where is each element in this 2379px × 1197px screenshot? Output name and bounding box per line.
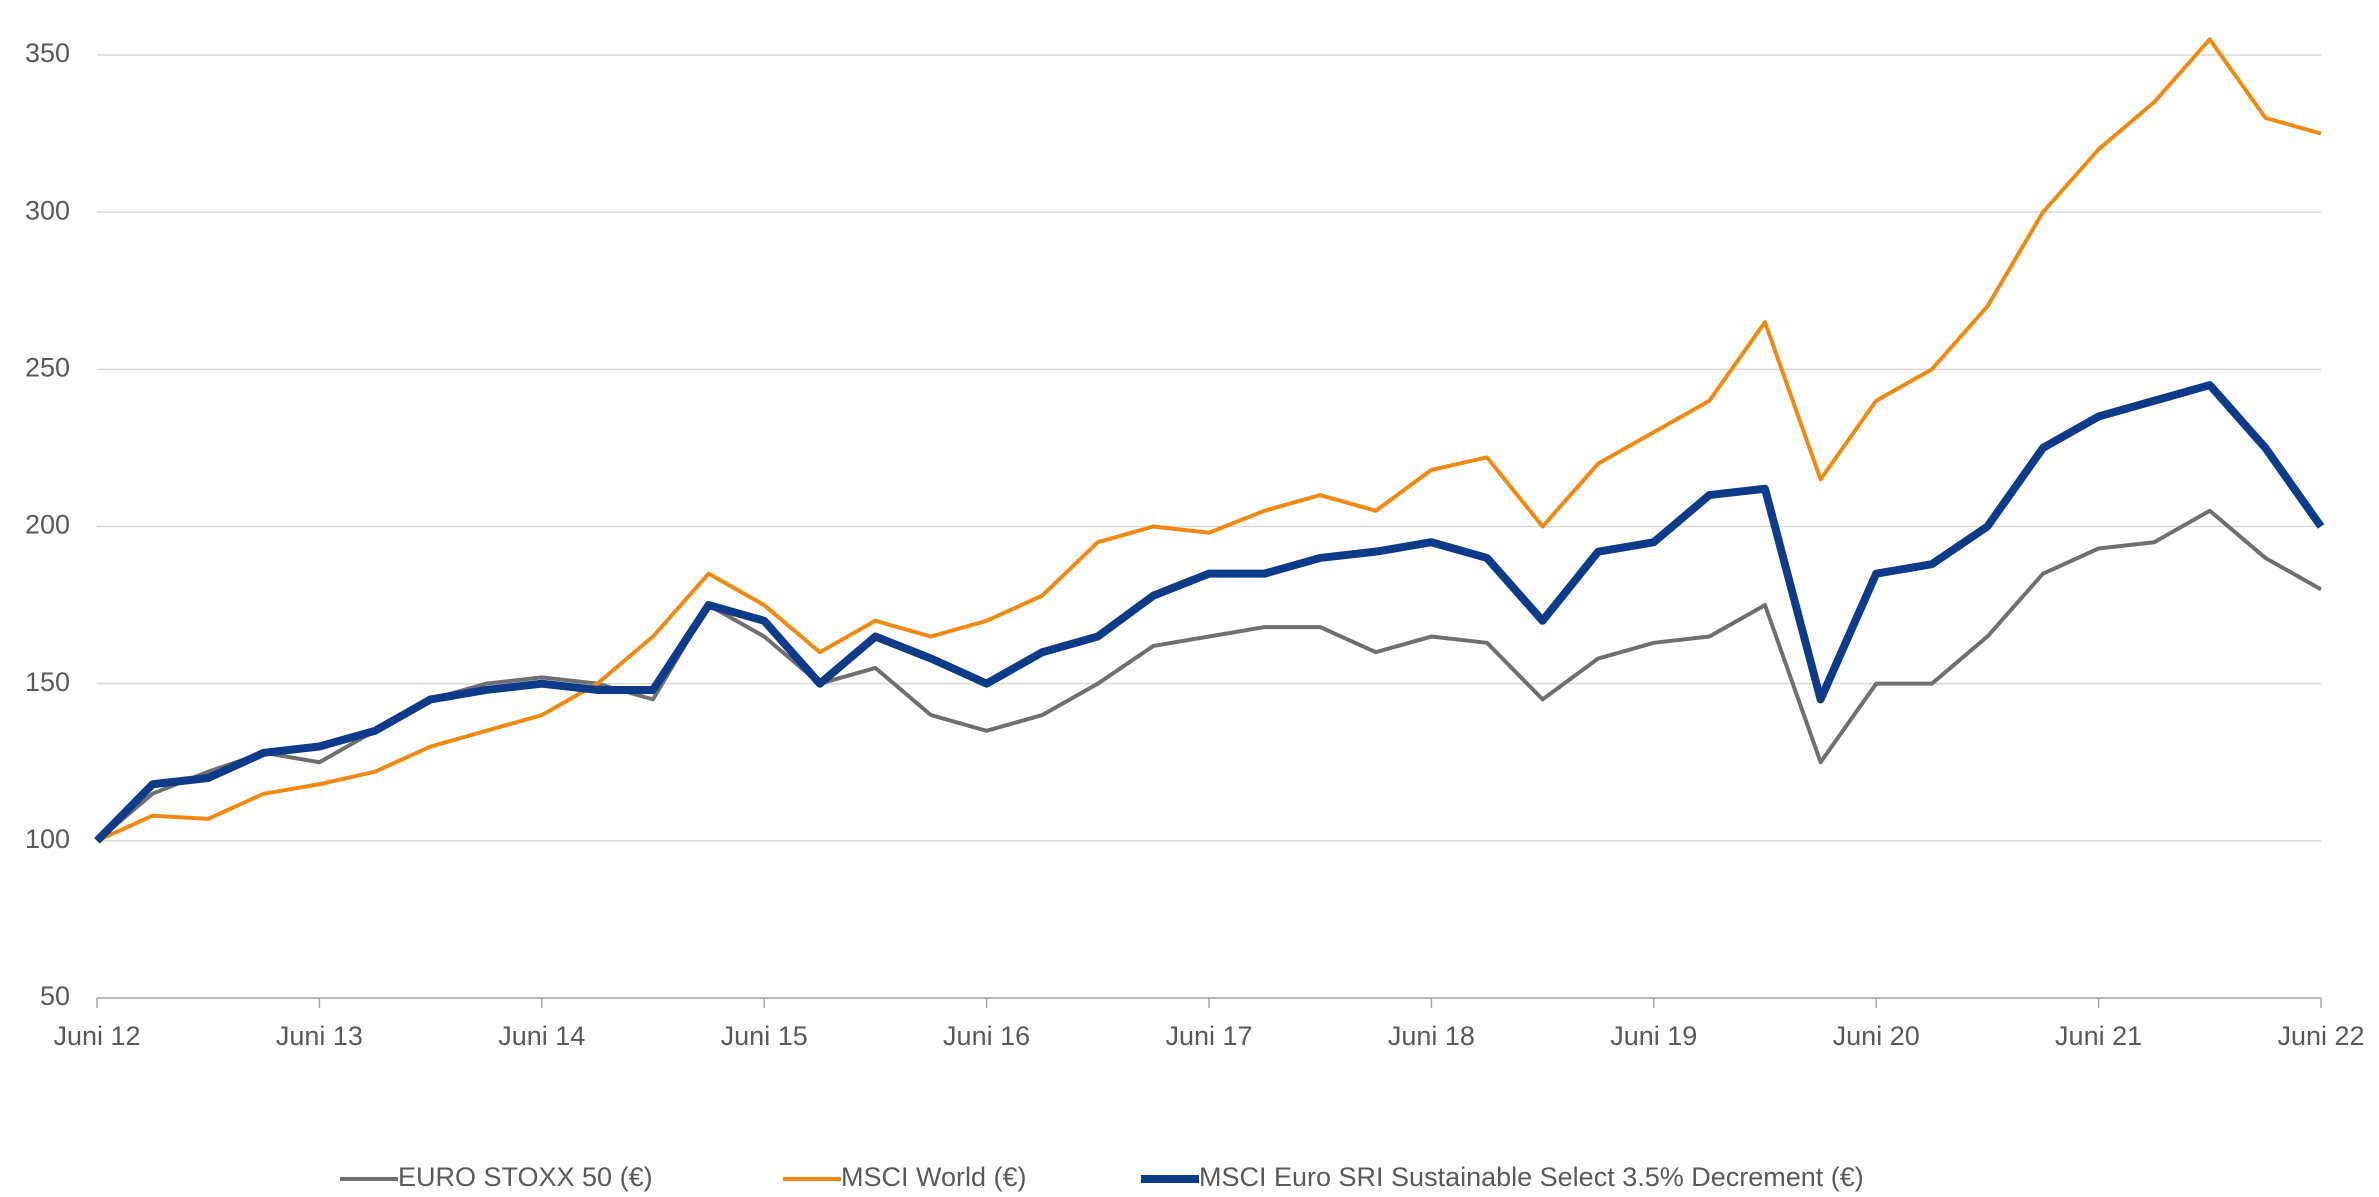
y-tick-label: 150 (25, 667, 70, 697)
x-tick-label: Juni 15 (721, 1021, 808, 1051)
x-tick-label: Juni 13 (276, 1021, 363, 1051)
series-line (96, 37, 2322, 843)
x-tick-label: Juni 21 (2055, 1021, 2142, 1051)
legend-label: MSCI World (€) (841, 1162, 1027, 1192)
x-tick-label: Juni 16 (943, 1021, 1030, 1051)
x-tick-label: Juni 22 (2277, 1021, 2364, 1051)
x-tick-label: Juni 12 (53, 1021, 140, 1051)
x-tick-label: Juni 18 (1388, 1021, 1475, 1051)
series-line (95, 508, 2322, 843)
legend-label: EURO STOXX 50 (€) (398, 1162, 653, 1192)
x-tick-label: Juni 20 (1833, 1021, 1920, 1051)
y-tick-label: 50 (40, 981, 70, 1011)
x-tick-label: Juni 14 (498, 1021, 585, 1051)
y-tick-label: 200 (25, 510, 70, 540)
series-line (94, 381, 2325, 844)
x-tick-label: Juni 17 (1165, 1021, 1252, 1051)
y-tick-label: 250 (25, 352, 70, 382)
y-tick-label: 300 (25, 195, 70, 225)
legend-label: MSCI Euro SRI Sustainable Select 3.5% De… (1199, 1162, 1864, 1192)
y-tick-label: 100 (25, 824, 70, 854)
y-tick-label: 350 (25, 38, 70, 68)
x-tick-label: Juni 19 (1610, 1021, 1697, 1051)
